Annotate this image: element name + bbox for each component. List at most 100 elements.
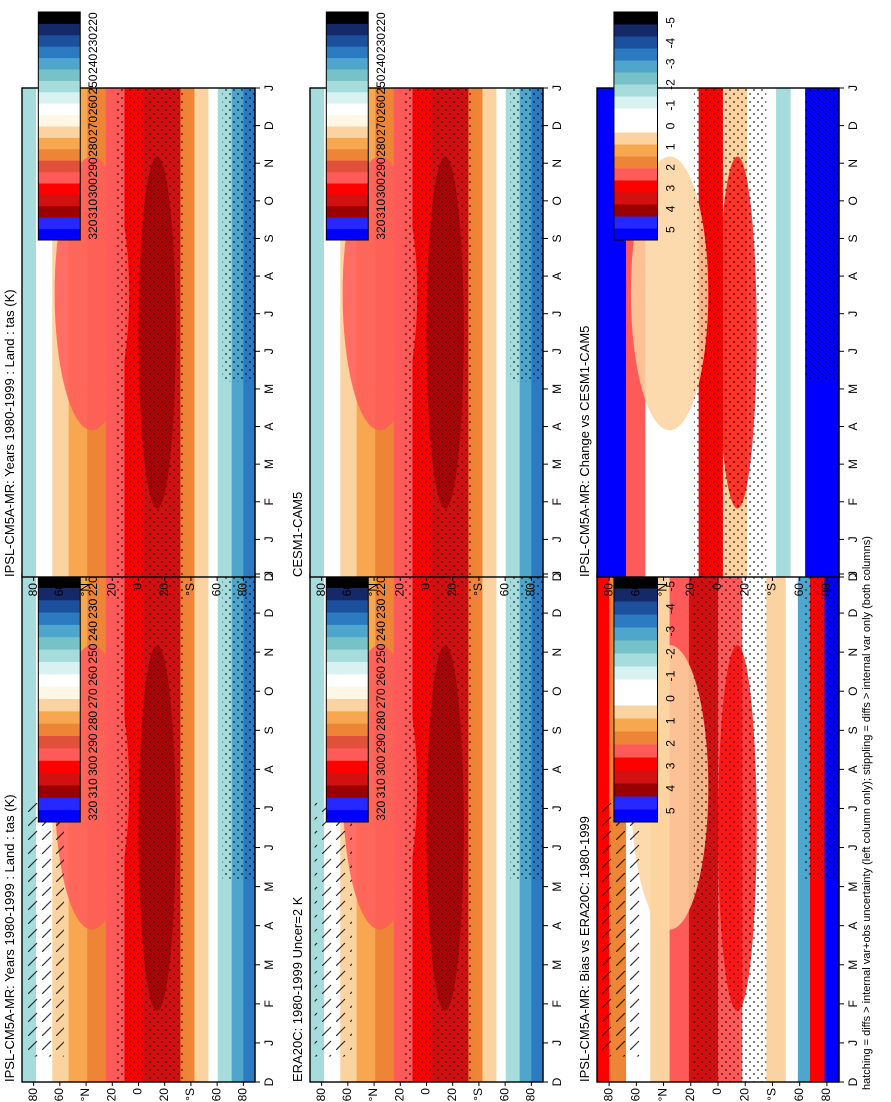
colorbar-swatch [38, 809, 81, 823]
hatching [26, 802, 64, 1057]
month-tick-label: A [262, 765, 276, 773]
month-tick-label: D [550, 121, 564, 130]
latitude-tick-label: 20 [737, 1088, 751, 1102]
colorbar-tick-label: 300 [86, 178, 100, 198]
colorbar-swatch [38, 126, 81, 138]
latitude-tick-label: 80 [236, 1088, 250, 1102]
latitude-tick-label: 20 [683, 1088, 697, 1102]
colorbar [613, 574, 659, 823]
colorbar-tick-labels: 5 4 3 2 1 0 -1 -2 -3 -4 -5 [663, 581, 677, 815]
colorbar-swatch [38, 612, 81, 625]
month-tick-label: J [550, 571, 564, 577]
latitude-tick-label: 20 [392, 1088, 406, 1102]
month-tick-label: M [262, 459, 276, 469]
latitude-tick-labels: 80 60 °N 20 0 20 °S 60 80 [26, 577, 250, 596]
colorbar-swatch [326, 772, 369, 786]
month-tick-label: M [846, 960, 860, 970]
latitude-tick-label: 20 [157, 1088, 171, 1102]
panel-title: IPSL-CM5A-MR: Change vs CESM1-CAM5 [577, 326, 592, 577]
latitude-tick-label: 80 [819, 583, 833, 597]
colorbar-tick-label: 3 [663, 185, 677, 192]
month-tick-label: D [262, 572, 276, 581]
month-tick-label: J [262, 845, 276, 851]
latitude-tick-labels: 80 60 °N 20 0 20 °S 60 80 [601, 577, 833, 596]
field-band-9 [194, 88, 209, 577]
figure-footnote: hatching = diffs > internal var+obs unce… [861, 536, 873, 1090]
colorbar-tick-label: 220 [374, 12, 388, 32]
colorbar-tick-label: 250 [86, 74, 100, 94]
colorbar-tick-label: 0 [663, 695, 677, 702]
month-tick-label: F [846, 498, 860, 505]
month-tick-label: A [550, 423, 564, 431]
colorbar-tick-label: 5 [663, 226, 677, 233]
latitude-tick-label: 80 [601, 583, 615, 597]
latitude-tick-label: 0 [419, 1088, 433, 1095]
colorbar-swatch [613, 48, 658, 61]
colorbar-tick-label: -1 [663, 100, 677, 111]
colorbar-swatch [613, 575, 658, 589]
field-band-9 [482, 574, 497, 1082]
month-tick-label: D [550, 608, 564, 617]
colorbar-tick-label: 260 [86, 95, 100, 115]
hatching [601, 802, 641, 1057]
colorbar-tick-label: 240 [374, 621, 388, 641]
month-tick-label: D [550, 572, 564, 581]
month-tick-label: S [550, 726, 564, 734]
colorbar-swatch [326, 69, 369, 81]
month-tick-label: N [550, 648, 564, 657]
colorbar-tick-label: 280 [374, 136, 388, 156]
colorbar-tick-label: 250 [374, 643, 388, 663]
colorbar-swatch [613, 601, 658, 615]
colorbar-swatch [326, 723, 369, 737]
colorbar-swatch [38, 723, 81, 737]
colorbar-swatch [38, 103, 81, 116]
month-tick-label: J [550, 348, 564, 354]
colorbar-tick-label: 220 [374, 576, 388, 596]
month-tick-label: O [846, 196, 860, 205]
month-tick-label: M [262, 384, 276, 394]
colorbar-tick-label: 290 [86, 157, 100, 177]
stippling [805, 88, 839, 382]
colorbar-tick-label: 260 [374, 95, 388, 115]
month-tick-label: A [262, 922, 276, 930]
latitude-tick-label: 80 [819, 1088, 833, 1102]
month-tick-label: F [262, 1000, 276, 1007]
latitude-tick-label: °N [78, 1088, 92, 1101]
stippling [510, 88, 543, 382]
colorbar-tick-label: 270 [86, 116, 100, 136]
month-tick-label: A [550, 765, 564, 773]
field-band-10 [208, 574, 219, 1082]
colorbar-swatch [613, 36, 658, 49]
month-tick-label: M [550, 384, 564, 394]
colorbar-swatch [613, 796, 658, 810]
colorbar-swatch [326, 784, 369, 798]
colorbar-swatch [613, 120, 658, 133]
latitude-tick-label: 0 [131, 1088, 145, 1095]
colorbar-tick-label: 310 [374, 778, 388, 798]
colorbar-tick-label: -1 [663, 670, 677, 681]
stippling [222, 574, 255, 879]
field-band-0 [22, 88, 37, 577]
colorbar-tick-label: -4 [663, 603, 677, 614]
field-band-10 [496, 574, 507, 1082]
month-tick-label: D [846, 608, 860, 617]
colorbar-swatch [326, 797, 369, 811]
colorbar-swatch [613, 144, 658, 157]
colorbar-swatch [38, 80, 81, 93]
colorbar-swatch [326, 624, 369, 638]
month-tick-label: F [262, 498, 276, 505]
latitude-tick-label: 60 [209, 583, 223, 597]
latitude-tick-label: °N [366, 583, 380, 596]
colorbar-swatch [613, 640, 658, 654]
colorbar-tick-label: -3 [663, 58, 677, 69]
colorbar-tick-label: 310 [86, 199, 100, 219]
month-tick-label: D [262, 1077, 276, 1086]
colorbar-tick-label: 1 [663, 143, 677, 150]
latitude-tick-label: 60 [340, 1088, 354, 1102]
month-tick-label: A [846, 765, 860, 773]
